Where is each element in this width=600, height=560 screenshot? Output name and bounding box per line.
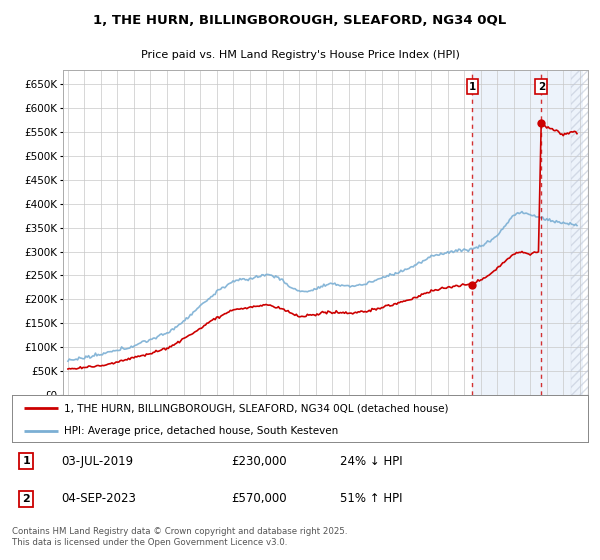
Text: 1: 1 — [469, 82, 476, 92]
Text: £570,000: £570,000 — [231, 492, 287, 505]
Text: £230,000: £230,000 — [231, 455, 287, 468]
Text: 1, THE HURN, BILLINGBOROUGH, SLEAFORD, NG34 0QL (detached house): 1, THE HURN, BILLINGBOROUGH, SLEAFORD, N… — [64, 403, 448, 413]
Text: HPI: Average price, detached house, South Kesteven: HPI: Average price, detached house, Sout… — [64, 426, 338, 436]
Text: 51% ↑ HPI: 51% ↑ HPI — [340, 492, 403, 505]
Text: 04-SEP-2023: 04-SEP-2023 — [61, 492, 136, 505]
Text: 24% ↓ HPI: 24% ↓ HPI — [340, 455, 403, 468]
Text: 2: 2 — [23, 494, 30, 504]
Bar — [571, 70, 588, 395]
Text: 1: 1 — [23, 456, 30, 466]
Text: 2: 2 — [538, 82, 545, 92]
Text: Contains HM Land Registry data © Crown copyright and database right 2025.
This d: Contains HM Land Registry data © Crown c… — [12, 526, 347, 548]
Bar — [472, 70, 583, 395]
Text: Price paid vs. HM Land Registry's House Price Index (HPI): Price paid vs. HM Land Registry's House … — [140, 50, 460, 60]
Text: 1, THE HURN, BILLINGBOROUGH, SLEAFORD, NG34 0QL: 1, THE HURN, BILLINGBOROUGH, SLEAFORD, N… — [94, 14, 506, 27]
Text: 03-JUL-2019: 03-JUL-2019 — [61, 455, 133, 468]
